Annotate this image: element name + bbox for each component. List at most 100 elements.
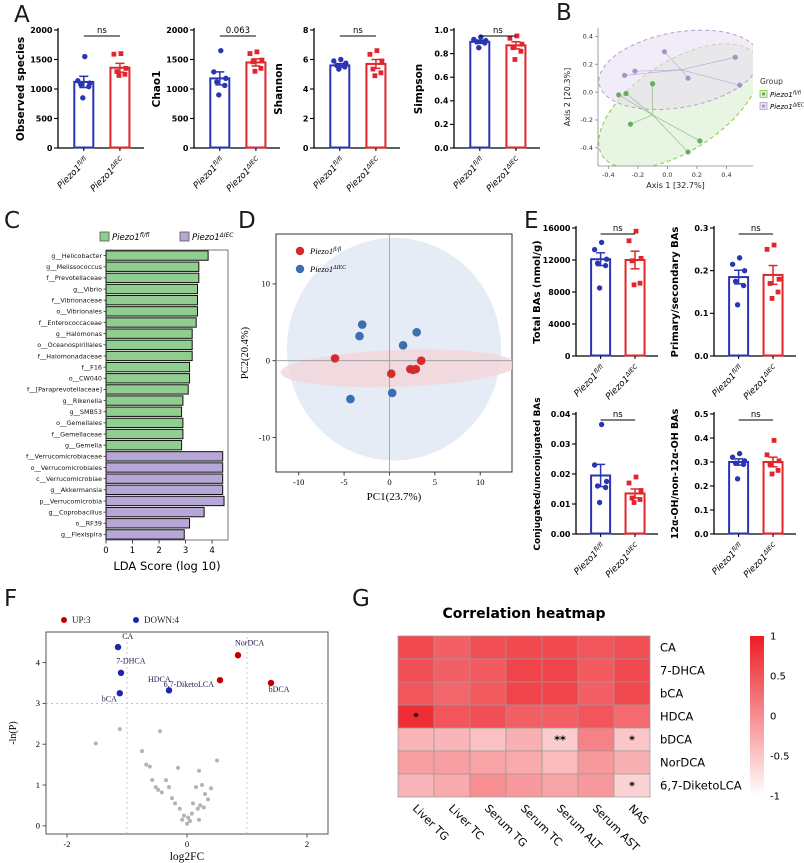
lefse-taxon-label: f__Halomonadaceae bbox=[38, 352, 102, 360]
a3-point bbox=[370, 66, 376, 72]
svg-text:0: 0 bbox=[36, 821, 40, 831]
lefse-legend-label: Piezo1fl/fl bbox=[112, 233, 150, 243]
panel-d-pca-plot: -10 -5 0 5 10 -10 0 10 PC1(23.7%) PC2(20.4%) Piezo… bbox=[240, 233, 513, 503]
volcano-legend-label: UP:3 bbox=[72, 615, 91, 625]
volcano-point-NorDCA bbox=[234, 652, 242, 659]
volcano-ns-point bbox=[156, 787, 161, 792]
heatmap-row-label: 7-DHCA bbox=[660, 664, 705, 678]
lefse-bar bbox=[105, 462, 224, 473]
e2-point bbox=[732, 278, 739, 285]
e4-ytick: 0.0 bbox=[694, 530, 709, 539]
volcano-ns-point bbox=[197, 817, 201, 822]
e2-point bbox=[775, 289, 781, 295]
panel-f-volcano-plot: CA 7-DHCA bCA HDCA NorDCA 6,7-DiketoLCA bDCA -2… bbox=[8, 615, 329, 863]
lefse-xlabel: LDA Score (log 10) bbox=[113, 559, 220, 573]
a3-ytick: 0 bbox=[303, 144, 309, 153]
e3-point bbox=[631, 500, 637, 505]
e1-point bbox=[603, 256, 610, 262]
e1-xlabel-flfl: Piezo1fl/fl bbox=[572, 363, 609, 400]
heatmap-cell bbox=[613, 773, 651, 798]
e4-point bbox=[764, 452, 770, 458]
a1-point bbox=[118, 51, 124, 56]
volcano-point-label: CA bbox=[122, 632, 133, 641]
pcoa-legend-label: Piezo1ΔIEC bbox=[770, 103, 804, 111]
lefse-taxon-label: f__Gemellaceae bbox=[52, 430, 103, 438]
heatmap-cell bbox=[469, 658, 507, 683]
a4-point bbox=[507, 35, 513, 41]
heatmap-cell bbox=[433, 727, 471, 752]
heatmap-cell bbox=[577, 750, 615, 775]
lefse-taxon-label: f__Verrucomicrobiaceae bbox=[26, 453, 102, 461]
lefse-bar bbox=[105, 361, 191, 373]
a2-sig-label: 0.063 bbox=[226, 26, 250, 36]
e1-point bbox=[631, 282, 637, 288]
panel-label-b: B bbox=[556, 0, 573, 26]
a4-ytick: 1.0 bbox=[434, 26, 449, 35]
e4-point bbox=[769, 471, 775, 477]
lefse-bar bbox=[105, 306, 198, 317]
heatmap-cell bbox=[469, 704, 507, 729]
a3-bar-flfl bbox=[329, 64, 351, 149]
e2-chart: 0.0 0.1 0.2 0.3 Primary/secondary BAs Piezo1f… bbox=[670, 224, 796, 402]
e2-ylabel: Primary/secondary BAs bbox=[670, 227, 681, 358]
a3-point bbox=[338, 56, 344, 63]
a2-point bbox=[214, 79, 220, 85]
heatmap-colorbar-tick: 0 bbox=[770, 712, 776, 723]
e3-point bbox=[629, 495, 635, 501]
heatmap-cell bbox=[577, 727, 615, 752]
lefse-xtick: 0 bbox=[103, 546, 108, 556]
e1-point bbox=[638, 256, 644, 261]
pcoa-point-flfl bbox=[627, 121, 634, 127]
e3-point bbox=[596, 499, 603, 506]
a2-point bbox=[258, 65, 264, 71]
pcoa-legend-title: Group bbox=[760, 77, 783, 86]
lefse-bar bbox=[105, 440, 183, 451]
a4-point bbox=[512, 57, 518, 62]
e3-point bbox=[591, 462, 598, 468]
heatmap-cell bbox=[433, 750, 471, 775]
a3-point bbox=[367, 51, 373, 57]
lefse-taxon-label: g__Melissococcus bbox=[46, 263, 103, 271]
e4-bar-flfl bbox=[728, 461, 750, 535]
heatmap-col-label: Liver TG bbox=[410, 802, 452, 844]
heatmap-significance: * bbox=[413, 711, 419, 724]
a2-point bbox=[247, 51, 253, 56]
volcano-point-7-DHCA bbox=[117, 669, 125, 677]
a2-point bbox=[254, 49, 260, 55]
a4-ytick: 0.8 bbox=[434, 49, 449, 58]
a2-xlabel-dIEC: Piezo1ΔIEC bbox=[224, 155, 263, 194]
pca-point-dIEC bbox=[355, 331, 364, 341]
lefse-legend-swatch bbox=[99, 231, 110, 242]
e4-ytick: 0.3 bbox=[694, 458, 708, 467]
e2-ytick: 0.0 bbox=[694, 352, 709, 361]
heatmap-cell bbox=[397, 727, 435, 752]
heatmap-cell bbox=[577, 773, 615, 798]
a4-ytick: 0.2 bbox=[434, 120, 448, 129]
lefse-bar bbox=[105, 495, 225, 507]
pca-legend-label: Piezo1ΔIEC bbox=[309, 264, 346, 274]
pcoa-point-dIEC bbox=[737, 82, 743, 88]
e4-ytick: 0.4 bbox=[694, 434, 709, 443]
a1-ytick: 2000 bbox=[30, 26, 53, 35]
a1-point bbox=[122, 71, 128, 77]
a1-ytick: 500 bbox=[36, 114, 53, 123]
e1-bar-flfl bbox=[590, 258, 612, 357]
volcano-ns-point bbox=[150, 778, 155, 783]
heatmap-cell bbox=[613, 635, 651, 660]
lefse-xtick: 1 bbox=[130, 546, 135, 556]
pcoa-point-flfl bbox=[650, 81, 656, 87]
panel-label-d: D bbox=[238, 208, 257, 234]
e3-point bbox=[637, 497, 643, 502]
heatmap-row-label: CA bbox=[660, 641, 676, 655]
pca-legend-marker bbox=[295, 246, 305, 256]
a4-point bbox=[510, 45, 516, 51]
heatmap-cell bbox=[469, 750, 507, 775]
volcano-ns-point bbox=[170, 796, 174, 801]
svg-text:3: 3 bbox=[36, 698, 40, 708]
volcano-ns-point bbox=[198, 803, 203, 808]
a4-ylabel: Simpson bbox=[413, 64, 425, 115]
a3-ytick: 4 bbox=[303, 85, 309, 94]
e4-ytick: 0.2 bbox=[694, 482, 708, 491]
lefse-taxon-label: f__Vibrionaceae bbox=[52, 296, 102, 304]
